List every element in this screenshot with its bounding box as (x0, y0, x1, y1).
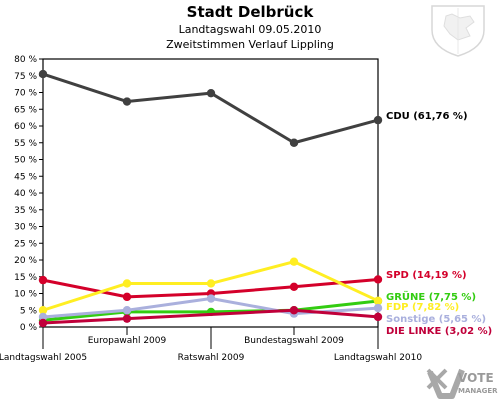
vote-check-icon (426, 368, 465, 399)
series-point (289, 138, 299, 147)
series-point (122, 279, 132, 288)
series-point (289, 257, 299, 266)
y-tick-label: 65 % (14, 105, 37, 115)
series-end-labels: CDU (61,76 %) SPD (14,19 %) GRÜNE (7,75 %)… (386, 111, 492, 337)
logo-manager-text: MANAGER (458, 387, 498, 395)
series-point (38, 275, 48, 285)
y-tick-label: 60 % (14, 122, 37, 132)
series-lines (38, 69, 383, 328)
series-point (373, 275, 383, 284)
y-tick-label: 25 % (14, 239, 37, 249)
y-tick-label: 70 % (14, 89, 37, 99)
series-end-label: DIE LINKE (3,02 %) (386, 326, 492, 337)
y-tick-label: 10 % (14, 290, 37, 300)
series-point (38, 312, 48, 322)
y-tick-label: 45 % (14, 172, 37, 182)
y-tick-label: 50 % (14, 156, 37, 166)
chart-subtitle-election: Landtagswahl 09.05.2010 (179, 23, 322, 36)
logo-vote-text: VOTE (458, 371, 494, 385)
series-point (289, 282, 299, 291)
coat-of-arms-icon (431, 5, 485, 57)
y-tick-label: 5 % (20, 306, 38, 316)
x-tick-label: Ratswahl 2009 (178, 353, 245, 363)
y-tick-label: 80 % (14, 55, 37, 65)
series-point (373, 115, 383, 125)
series-point (373, 296, 383, 306)
series-point (206, 279, 216, 288)
series-end-label: Sonstige (5,65 %) (386, 314, 486, 325)
series-end-label: CDU (61,76 %) (386, 111, 468, 122)
y-tick-label: 75 % (14, 72, 37, 82)
series-point (122, 292, 132, 302)
series-end-label: FDP (7,82 %) (386, 302, 459, 313)
y-tick-label: 35 % (14, 206, 37, 216)
axes: 0 % 5 % 10 % 15 % 20 % 25 % 30 % 35 % 40 % 45 % 50… (0, 55, 422, 363)
x-tick-label: Europawahl 2009 (88, 336, 167, 346)
series-end-label: SPD (14,19 %) (386, 270, 467, 281)
series-point (122, 97, 132, 106)
series-line (42, 308, 379, 325)
x-tick-label: Landtagswahl 2005 (0, 353, 87, 363)
series-point (373, 312, 383, 322)
vote-manager-logo: VOTE MANAGER (426, 368, 498, 399)
y-tick-label: 40 % (14, 189, 37, 199)
chart-subtitle-description: Zweitstimmen Verlauf Lippling (166, 38, 334, 51)
x-tick-label: Bundestagswahl 2009 (244, 336, 344, 346)
series-end-label: GRÜNE (7,75 %) (386, 289, 476, 303)
y-tick-label: 15 % (14, 273, 37, 283)
series-line (42, 72, 379, 145)
y-tick-label: 55 % (14, 139, 37, 149)
series-point (122, 314, 132, 323)
chart-title: Stadt Delbrück (187, 3, 315, 21)
series-point (206, 294, 216, 303)
series-point (289, 306, 299, 315)
y-tick-label: 0 % (20, 323, 38, 333)
y-tick-label: 20 % (14, 256, 37, 266)
y-tick-label: 30 % (14, 223, 37, 233)
series-point (38, 69, 48, 79)
series-point (373, 303, 383, 313)
x-tick-label: Landtagswahl 2010 (334, 353, 423, 363)
series-point (38, 306, 48, 315)
series-point (122, 306, 132, 315)
series-point (206, 88, 216, 98)
series-point (38, 318, 48, 328)
